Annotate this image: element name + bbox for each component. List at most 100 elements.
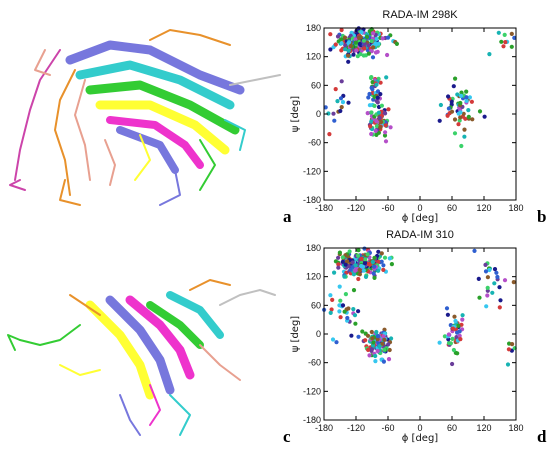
data-point	[351, 272, 357, 277]
data-point	[368, 75, 374, 81]
data-point	[329, 307, 334, 312]
data-point	[376, 249, 381, 254]
data-point	[388, 125, 393, 130]
beta-strand	[146, 301, 204, 349]
y-axis-label: ψ [deg]	[290, 316, 301, 353]
data-point	[369, 131, 374, 137]
data-point	[462, 127, 467, 132]
x-tick-label: -120	[347, 203, 365, 213]
data-point	[369, 85, 374, 90]
protein-structure-a	[9, 29, 281, 206]
panel-label-a: a	[283, 207, 292, 226]
beta-strand	[65, 40, 245, 95]
data-point	[338, 315, 343, 320]
data-point	[387, 256, 392, 261]
data-point	[490, 290, 495, 295]
data-point	[327, 132, 332, 137]
data-point	[378, 80, 383, 85]
beta-strand	[125, 295, 195, 380]
data-point	[450, 361, 455, 367]
data-point	[509, 342, 515, 347]
data-point	[492, 267, 498, 272]
data-point	[476, 276, 481, 281]
data-point	[348, 43, 353, 49]
data-point	[357, 35, 362, 41]
data-point	[376, 268, 381, 273]
data-point	[496, 30, 501, 35]
beta-strand	[116, 126, 179, 174]
data-point	[461, 111, 466, 116]
data-point	[330, 297, 335, 302]
data-point	[345, 259, 350, 264]
x-tick-label: 180	[508, 423, 523, 433]
data-point	[450, 336, 455, 341]
data-point	[362, 261, 368, 266]
data-point	[383, 123, 388, 128]
data-point	[386, 357, 392, 362]
data-point	[382, 255, 388, 260]
data-point	[369, 38, 374, 44]
data-point	[343, 47, 348, 52]
plot-title: RADA-IM 310	[386, 229, 454, 241]
data-point	[335, 99, 340, 104]
data-point	[387, 347, 392, 353]
data-point	[366, 262, 371, 267]
data-point	[497, 285, 502, 290]
data-point	[448, 341, 453, 346]
data-point	[469, 99, 474, 104]
data-point	[455, 92, 460, 97]
data-point	[357, 267, 362, 272]
data-point	[339, 105, 344, 110]
x-tick-label: 120	[476, 423, 491, 433]
data-point	[375, 95, 380, 100]
data-point	[378, 125, 383, 130]
data-point	[372, 255, 377, 260]
data-point	[374, 36, 379, 42]
data-point	[385, 35, 391, 40]
data-points	[322, 246, 517, 367]
data-point	[459, 90, 464, 95]
data-point	[456, 122, 461, 127]
data-point	[472, 248, 477, 253]
data-point	[446, 106, 451, 111]
data-point	[462, 134, 467, 139]
data-point	[326, 111, 331, 116]
data-point	[455, 330, 460, 335]
data-point	[464, 98, 469, 103]
x-tick-label: 180	[508, 203, 523, 213]
data-point	[356, 309, 361, 314]
data-point	[352, 313, 358, 318]
data-point	[467, 95, 472, 100]
data-point	[360, 264, 366, 269]
data-point	[361, 38, 366, 43]
data-point	[369, 329, 374, 335]
data-point	[495, 274, 500, 280]
data-point	[376, 110, 381, 115]
data-point	[450, 326, 456, 331]
data-point	[487, 52, 492, 57]
ramachandran-plot-1: RADA-IM 298K -180 -120 -60 0 60 120 180 -180 -120…	[290, 9, 524, 224]
data-point	[499, 39, 504, 44]
x-tick-label: -180	[315, 203, 333, 213]
data-point	[342, 35, 348, 40]
panel-label-b: b	[537, 207, 547, 226]
y-tick-label: -60	[308, 358, 321, 368]
data-point	[340, 100, 346, 105]
data-point	[374, 98, 379, 104]
data-point	[487, 267, 492, 273]
data-point	[358, 52, 363, 57]
data-point	[379, 119, 384, 125]
data-point	[386, 107, 391, 112]
data-point	[386, 342, 391, 347]
data-point	[339, 79, 344, 84]
data-point	[492, 281, 497, 286]
data-point	[458, 100, 463, 106]
data-point	[370, 336, 375, 341]
plot-title: RADA-IM 298K	[382, 9, 458, 21]
data-point	[505, 362, 511, 367]
data-point	[466, 108, 471, 113]
data-point	[374, 82, 379, 87]
data-point	[363, 338, 368, 343]
data-point	[339, 27, 344, 33]
